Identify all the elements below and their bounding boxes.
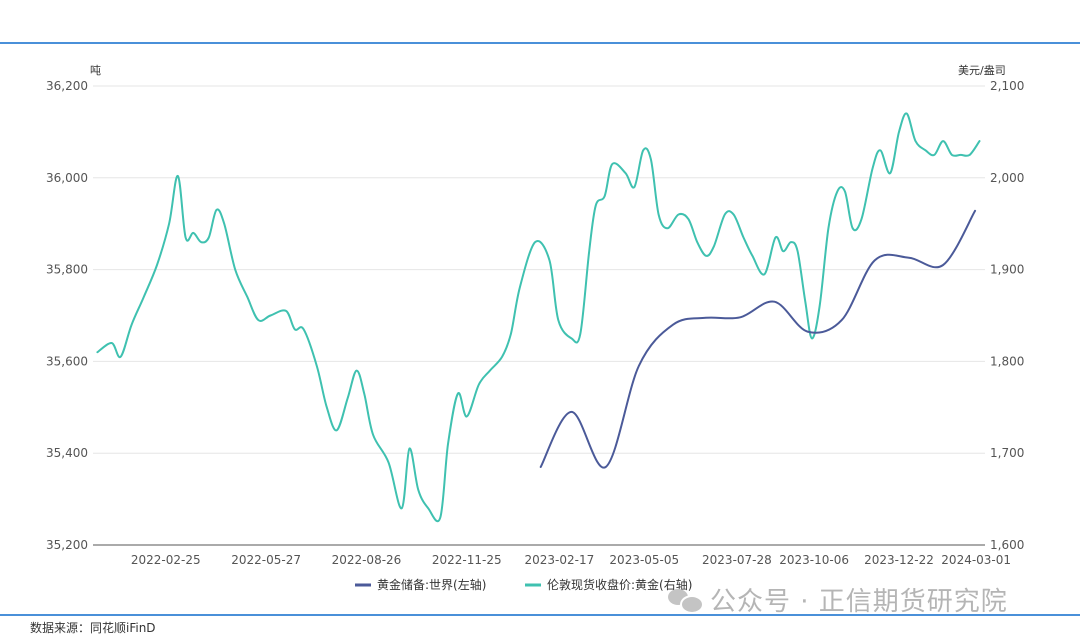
gridlines	[93, 85, 985, 546]
x-tick-label: 2022-11-25	[432, 553, 502, 567]
x-tick-label: 2022-08-26	[332, 553, 402, 567]
series-line-gold-price	[96, 112, 981, 523]
wechat-icon	[668, 587, 704, 614]
right-tick-label: 1,700	[990, 446, 1024, 460]
series-line-gold-reserves	[539, 209, 977, 469]
right-tick-label: 1,600	[990, 538, 1024, 552]
x-tick-label: 2023-05-05	[609, 553, 679, 567]
legend: 黄金储备:世界(左轴) 伦敦现货收盘价:黄金(右轴)	[355, 577, 692, 592]
right-tick-label: 2,000	[990, 171, 1024, 185]
left-tick-label: 35,600	[46, 354, 88, 368]
x-tick-label: 2024-03-01	[941, 553, 1011, 567]
x-tick-label: 2022-05-27	[231, 553, 301, 567]
series-layer	[96, 112, 981, 523]
source-label: 数据来源：同花顺iFinD	[30, 621, 156, 635]
gold-reserve-price-chart: 35,200 35,400 35,600 35,800 36,000 36,200 1,6…	[46, 63, 1024, 592]
x-tick-label: 2023-07-28	[702, 553, 772, 567]
right-tick-label: 1,800	[990, 354, 1024, 368]
right-tick-label: 1,900	[990, 263, 1024, 277]
x-tick-label: 2023-10-06	[779, 553, 849, 567]
watermark-text: 公众号 · 正信期货研究院	[710, 586, 1008, 617]
right-axis-unit: 美元/盎司	[958, 63, 1006, 77]
right-tick-label: 2,100	[990, 79, 1024, 93]
x-tick-label: 2022-02-25	[131, 553, 201, 567]
top-divider	[0, 42, 1080, 44]
bottom-divider	[0, 614, 1080, 616]
left-tick-label: 35,200	[46, 538, 88, 552]
watermark: 公众号 · 正信期货研究院	[668, 582, 1008, 617]
x-tick-label: 2023-12-22	[864, 553, 934, 567]
left-tick-label: 36,200	[46, 79, 88, 93]
legend-label: 黄金储备:世界(左轴)	[377, 577, 486, 592]
left-tick-label: 35,800	[46, 263, 88, 277]
left-tick-label: 36,000	[46, 171, 88, 185]
left-tick-label: 35,400	[46, 446, 88, 460]
x-axis-ticks: 2022-02-25 2022-05-27 2022-08-26 2022-11-25…	[131, 553, 1011, 567]
legend-label: 伦敦现货收盘价:黄金(右轴)	[547, 577, 692, 592]
right-axis-ticks: 1,600 1,700 1,800 1,900 2,000 2,100	[990, 79, 1024, 552]
left-axis-ticks: 35,200 35,400 35,600 35,800 36,000 36,200	[46, 79, 88, 552]
x-tick-label: 2023-02-17	[525, 553, 595, 567]
left-axis-unit: 吨	[90, 64, 101, 77]
